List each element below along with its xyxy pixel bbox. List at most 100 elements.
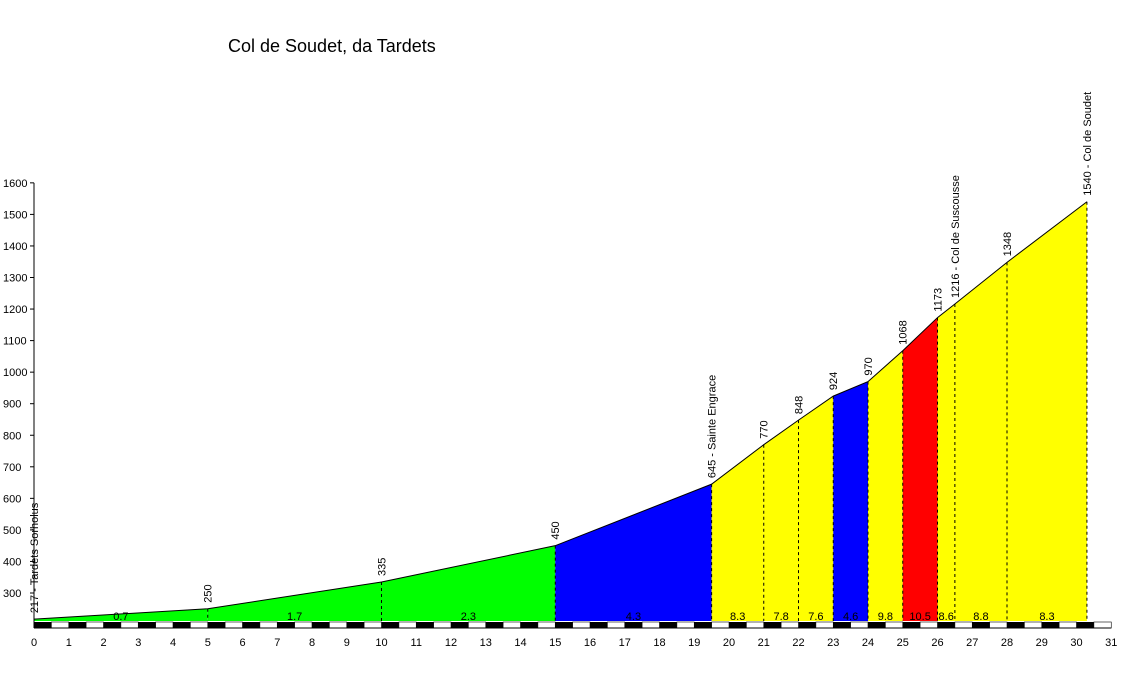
segment-fill [833,381,868,621]
elevation-label: 1173 [933,288,945,312]
axis-bar-light [572,621,591,629]
x-tick-label: 24 [862,637,874,649]
x-tick-label: 21 [758,637,770,649]
x-tick-label: 0 [31,637,37,649]
segment-fill [763,420,799,621]
axis-bar-dark [381,622,399,628]
axis-bar-dark [694,622,712,628]
gradient-label: 0.7 [113,611,128,623]
segment-fill [868,350,903,621]
gradient-label: 8.3 [730,611,745,623]
axis-bar-dark [972,622,990,628]
segment-fill [1007,201,1087,621]
x-tick-label: 9 [344,637,350,649]
x-tick-label: 14 [514,637,526,649]
profile-outline [33,201,1088,620]
axis-bar-light [954,621,973,629]
x-tick-label: 7 [274,637,280,649]
gradient-label: 7.8 [773,611,788,623]
x-tick-label: 26 [931,637,943,649]
axis-bar-dark [207,622,226,628]
gradient-label: 4.6 [843,611,858,623]
y-tick-label: 1300 [3,273,27,285]
segment-fill [798,396,834,621]
axis-bar-light [85,621,104,629]
y-tick-label: 800 [3,430,21,442]
axis-bar-light [537,621,556,629]
axis-bar-dark [68,622,87,628]
elevation-label: 1540 - Col de Soudet [1082,92,1094,196]
chart-title: Col de Soudet, da Tardets [228,36,436,56]
axis-bar-light [224,621,243,629]
axis-bar-dark [242,622,260,628]
elevation-label: 450 [550,521,562,539]
axis-bar-dark [103,622,121,628]
segment-fill [555,484,712,621]
axis-bar-light [329,621,348,629]
axis-bar-dark [590,622,608,628]
segment-fill [207,581,382,621]
axis-bar-dark [312,622,330,628]
axis-bar-light [711,621,730,629]
elevation-label: 1216 - Col de Suscousse [950,175,962,298]
axis-bar-light [676,621,695,629]
axis-bar-light [989,621,1008,629]
axis-bar-light [607,621,626,629]
axis-bar-dark [520,622,538,628]
y-tick-label: 900 [3,399,21,411]
gradient-label: 10.5 [909,611,930,623]
elevation-label: 924 [828,372,840,390]
axis-bar-dark [346,622,365,628]
gradient-labels: 0.7 1.7 2.3 4.3 8.3 7.8 7.6 4.6 9.8 10.5 8.6 8.8 8.3 [113,611,1054,623]
segment-fill [937,304,955,621]
axis-bar-dark [902,622,921,628]
elevation-label: 1348 [1002,232,1014,256]
y-tick-label: 500 [3,525,21,537]
axis-bar-light [155,621,174,629]
gradient-label: 8.6 [939,611,954,623]
axis-bar-dark [173,622,191,628]
x-tick-label: 17 [619,637,631,649]
y-tick-label: 1100 [3,336,27,348]
x-tick-label: 20 [723,637,735,649]
y-tick-label: 1500 [3,209,27,221]
axis-bar-light [1093,621,1112,629]
axis-bar-dark [659,622,677,628]
x-tick-label: 29 [1036,637,1048,649]
elevation-label: 1068 [898,320,910,344]
y-tick-label: 1600 [3,178,27,190]
axis-bar-dark [729,622,747,628]
elevation-label: 250 [203,584,215,602]
gradient-label: 8.8 [973,611,988,623]
axis-bar-dark [138,622,156,628]
axis-bar-light [51,621,70,629]
segment-fill [954,262,1007,621]
x-tick-label: 31 [1105,637,1117,649]
x-tick-label: 16 [584,637,596,649]
axis-bar-light [1058,621,1077,629]
axis-bar-light [641,621,660,629]
segment-dividers [207,201,1088,621]
x-tick-label: 11 [411,637,422,649]
axis-bar-light [433,621,452,629]
axis-bar-dark [451,622,469,628]
y-tick-label: 300 [3,588,21,600]
gradient-label: 1.7 [287,611,302,623]
elevation-label: 970 [863,357,875,375]
x-tick-label: 3 [135,637,141,649]
axis-bar-dark [416,622,434,628]
y-tick-label: 700 [3,462,21,474]
x-tick-label: 6 [239,637,245,649]
axis-bar-light [259,621,278,629]
gradient-segments [34,201,1087,621]
x-tick-label: 23 [827,637,839,649]
x-tick-label: 18 [653,637,665,649]
axis-bar-dark [1076,622,1094,628]
axis-bar-dark [34,622,52,628]
axis-bar-dark [798,622,816,628]
x-tick-label: 25 [897,637,909,649]
axis-bar-dark [763,622,782,628]
x-tick-label: 22 [792,637,804,649]
segment-fill [381,545,556,621]
x-tick-label: 30 [1070,637,1082,649]
